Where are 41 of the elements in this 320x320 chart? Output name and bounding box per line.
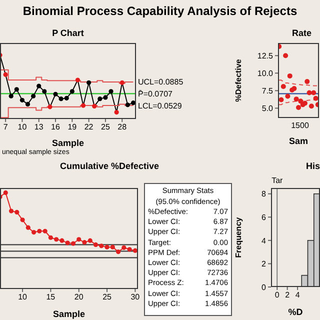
chart-title: Cumulative %Defective	[60, 161, 160, 171]
y-axis-title: Frequency	[234, 216, 243, 258]
chart-title: His	[306, 161, 320, 171]
y-tick-label: P̄=0.0707	[138, 89, 174, 98]
x-tick-label: 19	[68, 122, 78, 132]
y-axis-title: %Defective	[234, 58, 243, 102]
x-tick-label: 7	[3, 122, 8, 132]
y-tick-label: 2	[262, 260, 267, 269]
x-tick-label: 20	[74, 292, 84, 302]
y-tick-label: 8	[262, 190, 267, 199]
x-tick-label: 4	[295, 290, 300, 300]
y-tick-label: 7.5	[262, 86, 274, 96]
x-tick-label: 13	[34, 122, 44, 132]
x-tick-label: 0	[274, 290, 280, 300]
x-axis-title: %D	[288, 307, 304, 317]
x-tick-label: 10	[18, 122, 28, 132]
x-tick-label: 22	[84, 122, 94, 132]
y-tick-label: 12.5	[257, 51, 274, 60]
x-tick-label: 28	[118, 122, 128, 132]
ref-line-label: Tar	[272, 176, 284, 185]
y-tick-label: UCL=0.0885	[138, 78, 184, 87]
x-tick-label: 15	[46, 292, 56, 302]
y-tick-label: LCL=0.0529	[138, 101, 182, 110]
y-tick-label: 6	[262, 212, 267, 222]
x-tick-label: 2	[285, 290, 290, 300]
y-tick-label: 5.0	[262, 104, 274, 114]
text: Binomial Process Capability Analysis of Rejects	[22, 4, 298, 18]
x-tick-label: 16	[51, 122, 61, 132]
y-tick-label: 10.0	[257, 68, 274, 78]
chart-title: Rate	[292, 28, 312, 38]
chart-title: P Chart	[52, 28, 84, 38]
x-tick-label: 25	[102, 292, 112, 302]
y-tick-label: 0	[262, 282, 267, 292]
x-axis-title: Sample	[52, 138, 84, 148]
x-tick-label: 30	[130, 292, 140, 302]
x-axis-title: Sam	[288, 136, 308, 146]
x-tick-label: 10	[18, 292, 28, 302]
y-tick-label: 4	[262, 236, 267, 246]
x-tick-label: 25	[101, 122, 110, 132]
x-axis-title: Sample	[52, 309, 86, 319]
text: 1500	[291, 121, 309, 130]
